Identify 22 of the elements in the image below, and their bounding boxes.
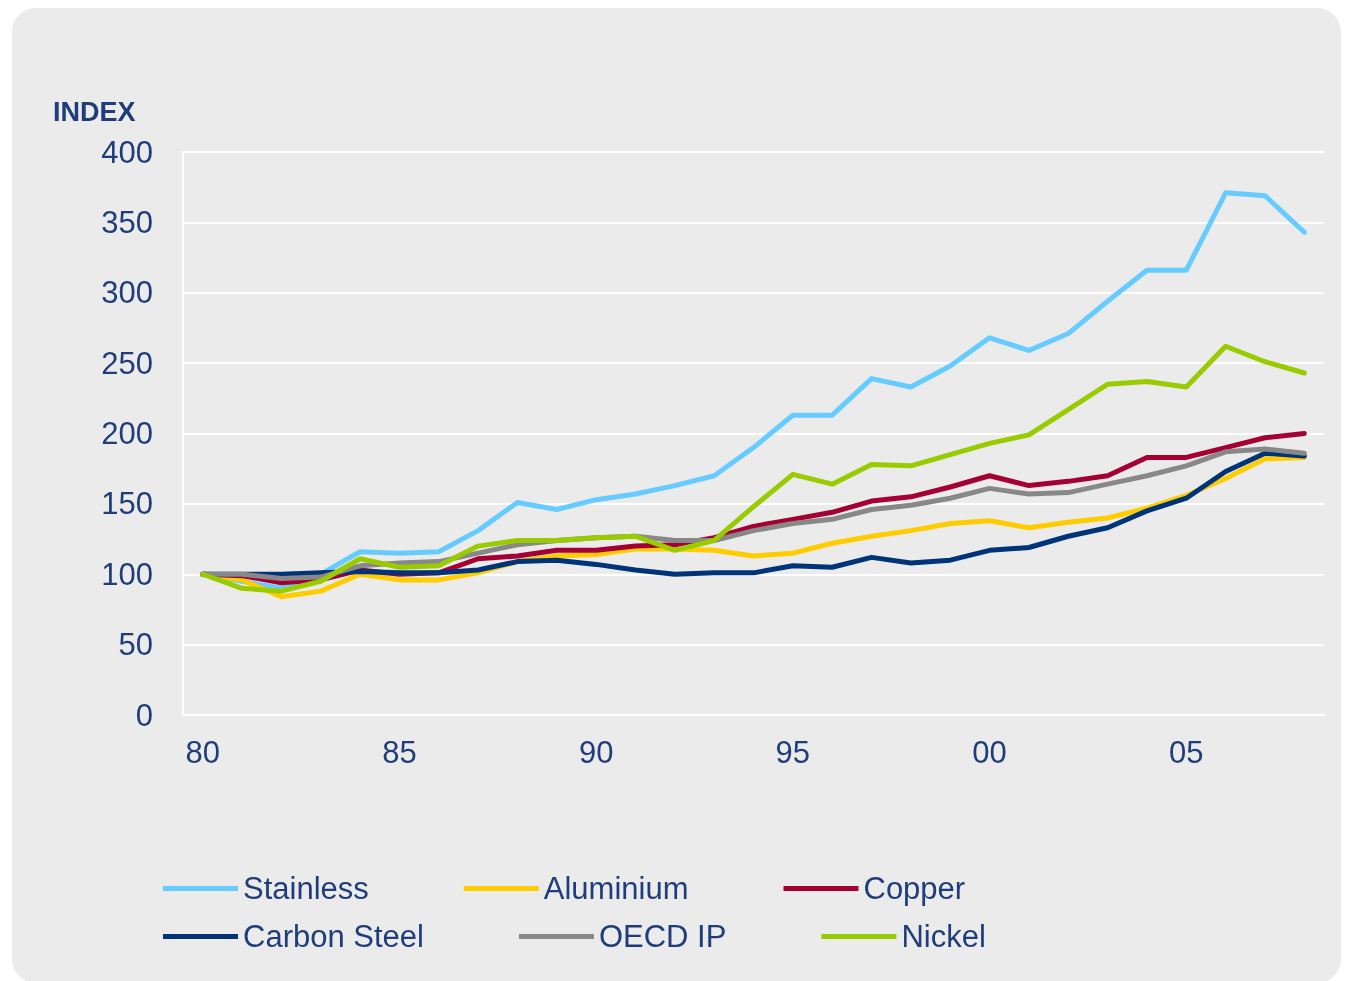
x-tick-label: 00 bbox=[972, 735, 1007, 770]
x-tick-label: 80 bbox=[185, 735, 220, 770]
legend-label: Copper bbox=[863, 871, 966, 906]
y-tick-label: 100 bbox=[101, 556, 153, 592]
y-tick-label: 200 bbox=[101, 416, 153, 451]
y-tick-label: 50 bbox=[118, 627, 153, 663]
x-tick-label: 05 bbox=[1169, 735, 1204, 770]
y-tick-label: 350 bbox=[101, 204, 153, 240]
x-tick-label: 85 bbox=[382, 735, 417, 770]
legend-label: Carbon Steel bbox=[243, 919, 424, 954]
x-tick-label: 95 bbox=[775, 735, 811, 770]
y-tick-label: 150 bbox=[101, 486, 153, 522]
legend-label: Nickel bbox=[901, 919, 986, 954]
legend-label: OECD IP bbox=[598, 919, 727, 954]
y-axis-title: INDEX bbox=[53, 96, 136, 127]
legend-label: Stainless bbox=[243, 871, 369, 906]
y-tick-label: 300 bbox=[101, 275, 153, 311]
y-tick-label: 0 bbox=[135, 697, 153, 733]
legend-label: Aluminium bbox=[543, 871, 689, 906]
y-tick-label: 250 bbox=[101, 345, 153, 381]
x-tick-label: 90 bbox=[578, 735, 614, 770]
y-tick-label: 400 bbox=[101, 134, 153, 170]
